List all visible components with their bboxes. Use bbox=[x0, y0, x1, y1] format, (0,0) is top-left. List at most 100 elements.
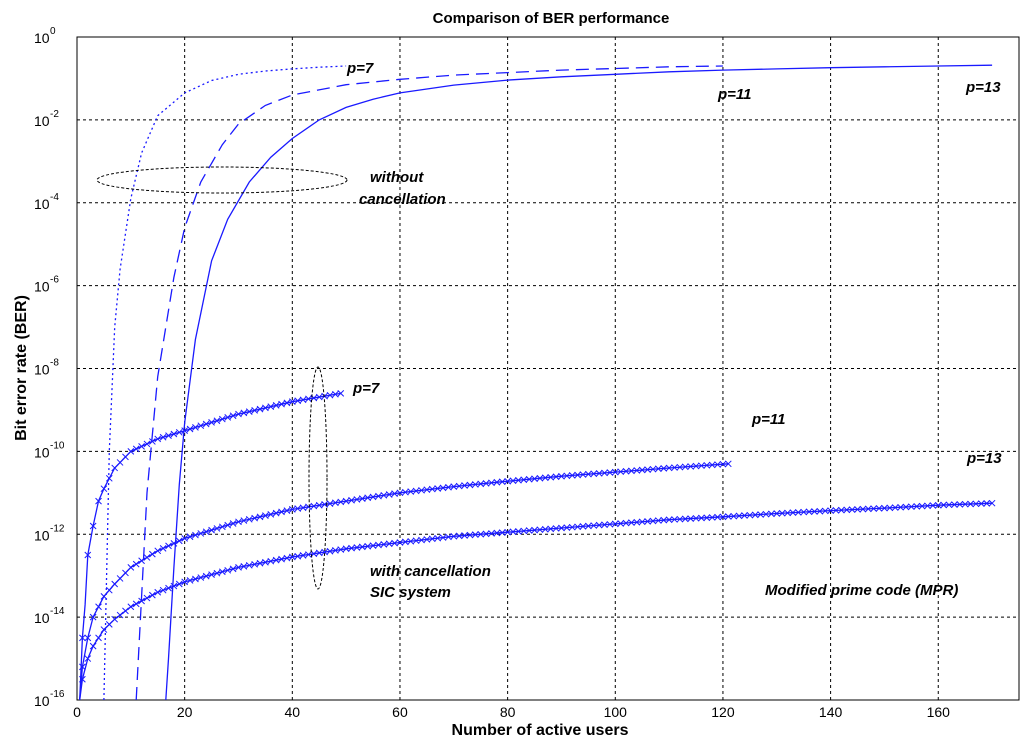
series-marker-6 bbox=[509, 528, 517, 536]
series-line-1 bbox=[103, 65, 347, 701]
series-marker-6 bbox=[676, 515, 684, 523]
series-marker-5 bbox=[558, 472, 565, 480]
y-tick-exponent: -14 bbox=[50, 606, 65, 617]
series-marker-6 bbox=[794, 509, 802, 516]
series-marker-6 bbox=[622, 519, 630, 527]
series-marker-5 bbox=[428, 485, 436, 493]
series-marker-4 bbox=[116, 459, 124, 466]
series-marker-4 bbox=[262, 404, 269, 412]
series-marker-6 bbox=[450, 532, 458, 540]
x-tick-label: 0 bbox=[73, 704, 81, 720]
series-marker-6 bbox=[477, 530, 485, 538]
series-marker-5 bbox=[251, 514, 258, 522]
series-marker-6 bbox=[816, 507, 824, 515]
series-marker-5 bbox=[283, 507, 291, 514]
series-marker-6 bbox=[628, 519, 635, 527]
series-marker-5 bbox=[638, 466, 646, 474]
series-marker-6 bbox=[283, 554, 291, 562]
series-marker-5 bbox=[95, 603, 102, 611]
label-p13-top: p=13 bbox=[965, 79, 1001, 96]
series-marker-5 bbox=[525, 475, 533, 483]
series-marker-4 bbox=[132, 445, 140, 453]
series-marker-5 bbox=[611, 468, 619, 476]
label-with-cancellation: with cancellation bbox=[370, 563, 491, 580]
series-marker-5 bbox=[358, 495, 366, 502]
series-marker-6 bbox=[224, 566, 232, 574]
series-marker-5 bbox=[143, 554, 151, 561]
series-marker-6 bbox=[385, 540, 393, 548]
series-marker-6 bbox=[541, 525, 549, 533]
series-marker-6 bbox=[687, 515, 694, 522]
series-marker-6 bbox=[262, 558, 269, 566]
series-marker-5 bbox=[369, 493, 377, 501]
series-marker-5 bbox=[515, 476, 522, 484]
series-marker-6 bbox=[127, 603, 135, 611]
series-marker-5 bbox=[326, 500, 334, 507]
series-marker-6 bbox=[348, 544, 355, 552]
series-marker-5 bbox=[477, 480, 485, 488]
series-marker-6 bbox=[886, 504, 894, 512]
x-tick-label: 40 bbox=[285, 704, 301, 720]
series-marker-5 bbox=[299, 504, 307, 512]
series-marker-6 bbox=[105, 621, 113, 628]
series-marker-6 bbox=[967, 500, 974, 508]
series-marker-6 bbox=[358, 543, 366, 551]
series-marker-4 bbox=[84, 551, 92, 559]
series-marker-5 bbox=[149, 550, 156, 558]
series-marker-4 bbox=[326, 391, 334, 399]
series-marker-6 bbox=[407, 537, 415, 545]
series-marker-5 bbox=[396, 489, 404, 497]
series-marker-4 bbox=[251, 406, 258, 414]
series-marker-5 bbox=[105, 586, 113, 594]
series-marker-5 bbox=[186, 533, 194, 541]
x-tick-label: 100 bbox=[604, 704, 628, 720]
series-marker-6 bbox=[805, 508, 813, 516]
series-marker-6 bbox=[778, 509, 786, 517]
series-marker-6 bbox=[515, 527, 522, 535]
series-marker-6 bbox=[434, 534, 442, 542]
series-marker-5 bbox=[385, 491, 393, 498]
series-marker-6 bbox=[644, 518, 651, 525]
series-marker-5 bbox=[628, 467, 635, 475]
series-marker-4 bbox=[143, 440, 151, 448]
series-marker-6 bbox=[961, 500, 969, 508]
series-marker-5 bbox=[353, 496, 361, 503]
series-marker-4 bbox=[278, 400, 285, 408]
series-marker-6 bbox=[870, 505, 878, 512]
series-marker-5 bbox=[531, 475, 538, 483]
series-marker-5 bbox=[461, 482, 468, 489]
series-marker-6 bbox=[364, 542, 372, 550]
series-marker-4 bbox=[79, 634, 86, 642]
series-marker-6 bbox=[278, 555, 285, 563]
series-marker-5 bbox=[547, 473, 555, 481]
series-marker-6 bbox=[924, 502, 931, 510]
series-marker-4 bbox=[154, 435, 162, 443]
series-marker-6 bbox=[455, 532, 463, 540]
series-marker-5 bbox=[256, 513, 264, 521]
series-marker-6 bbox=[547, 525, 555, 533]
series-marker-6 bbox=[154, 588, 162, 596]
series-marker-5 bbox=[590, 470, 598, 478]
series-marker-4 bbox=[283, 399, 291, 407]
series-marker-6 bbox=[660, 516, 668, 524]
series-marker-5 bbox=[703, 461, 711, 469]
series-marker-6 bbox=[143, 594, 151, 602]
series-marker-6 bbox=[305, 551, 312, 558]
series-marker-6 bbox=[79, 675, 86, 683]
y-tick-exponent: -6 bbox=[50, 275, 59, 286]
y-tick-label: 10 bbox=[34, 610, 50, 626]
series-marker-6 bbox=[531, 526, 538, 534]
series-marker-6 bbox=[574, 523, 581, 531]
series-marker-6 bbox=[821, 507, 829, 515]
series-marker-6 bbox=[859, 505, 867, 513]
y-tick-exponent: -2 bbox=[50, 109, 59, 120]
series-marker-6 bbox=[703, 514, 711, 522]
x-tick-label: 160 bbox=[927, 704, 951, 720]
series-marker-6 bbox=[568, 523, 576, 531]
series-marker-6 bbox=[929, 502, 937, 509]
series-marker-6 bbox=[558, 524, 565, 532]
series-marker-4 bbox=[100, 485, 108, 493]
series-marker-6 bbox=[326, 547, 334, 555]
series-marker-6 bbox=[493, 529, 501, 537]
